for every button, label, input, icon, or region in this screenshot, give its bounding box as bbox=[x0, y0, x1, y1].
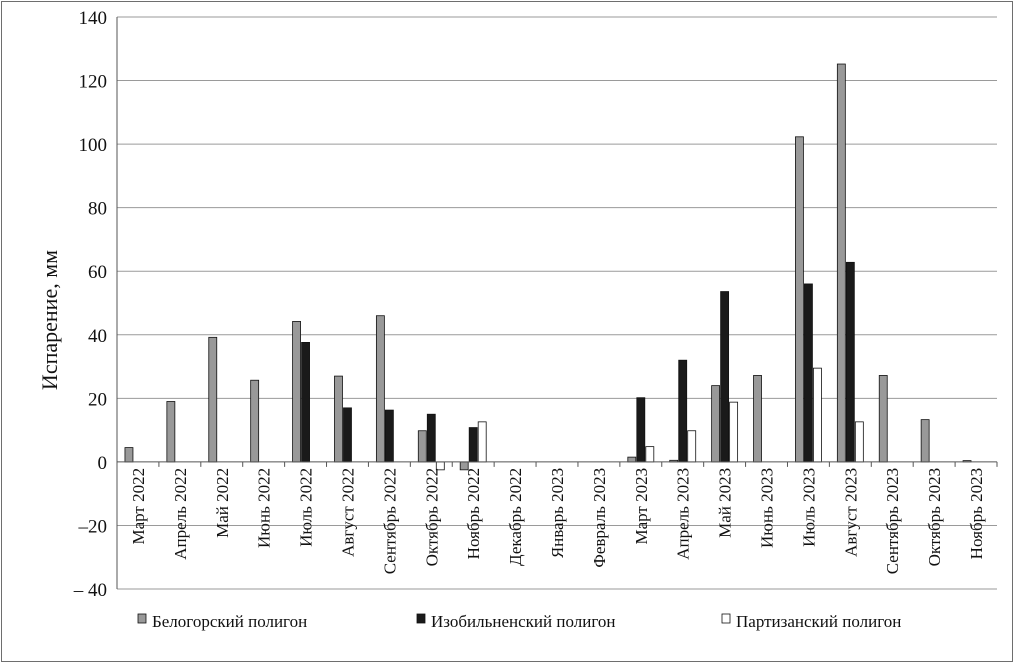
bar bbox=[687, 430, 697, 463]
bar bbox=[854, 421, 864, 463]
x-category-label: Октябрь 2022 bbox=[422, 468, 441, 567]
bar bbox=[375, 315, 385, 463]
y-tick-label: 140 bbox=[79, 8, 108, 29]
legend-swatch bbox=[137, 613, 147, 624]
bar bbox=[384, 409, 394, 463]
x-category-label: Ноябрь 2022 bbox=[464, 468, 483, 559]
bar bbox=[636, 397, 646, 463]
y-axis-label: Испарение, мм bbox=[37, 250, 62, 390]
y-tick-label: 40 bbox=[88, 326, 107, 347]
bar bbox=[250, 379, 260, 463]
bar bbox=[920, 419, 930, 463]
legend-label: Партизанский полигон bbox=[736, 612, 901, 631]
x-category-label: Ноябрь 2023 bbox=[967, 468, 986, 559]
x-category-label: Апрель 2023 bbox=[674, 468, 693, 560]
bar bbox=[836, 63, 846, 463]
x-category-label: Декабрь 2022 bbox=[506, 468, 525, 566]
x-category-label: Январь 2023 bbox=[548, 468, 567, 558]
y-tick-label: 60 bbox=[88, 262, 107, 283]
x-category-label: Сентябрь 2023 bbox=[883, 468, 902, 574]
x-category-label: Июль 2022 bbox=[297, 468, 316, 547]
x-category-label: Октябрь 2023 bbox=[925, 468, 944, 567]
y-tick-label: 100 bbox=[79, 135, 108, 156]
y-tick-label: 120 bbox=[79, 72, 108, 93]
legend-label: Изобильненский полигон bbox=[431, 612, 615, 631]
x-category-label: Июнь 2022 bbox=[255, 468, 274, 548]
legend-swatch bbox=[416, 613, 426, 624]
bar bbox=[795, 136, 804, 463]
y-tick-label: 80 bbox=[88, 199, 107, 220]
bar bbox=[627, 456, 637, 463]
bar bbox=[292, 321, 301, 463]
bar bbox=[720, 291, 730, 463]
x-category-label: Февраль 2023 bbox=[590, 468, 609, 568]
bar bbox=[468, 427, 478, 463]
bar bbox=[166, 401, 176, 463]
y-axis-ticks: 140 120 100 80 60 40 20 0 –20 – 40 bbox=[73, 8, 107, 601]
bar bbox=[334, 375, 343, 463]
bars bbox=[124, 63, 972, 471]
bar bbox=[678, 359, 688, 463]
bar bbox=[477, 421, 487, 463]
bar bbox=[753, 375, 762, 463]
y-tick-label: –20 bbox=[78, 516, 108, 537]
x-category-label: Июнь 2023 bbox=[758, 468, 777, 548]
bar bbox=[878, 375, 888, 463]
legend: Белогорский полигон Изобильненский полиго… bbox=[137, 612, 901, 631]
legend-label: Белогорский полигон bbox=[152, 612, 307, 631]
bar bbox=[729, 401, 739, 463]
bar bbox=[711, 385, 721, 463]
bar bbox=[804, 283, 813, 463]
legend-swatch bbox=[721, 613, 731, 624]
axes bbox=[116, 17, 998, 589]
bar bbox=[645, 446, 655, 463]
x-category-label: Май 2023 bbox=[716, 468, 735, 538]
x-category-label: Август 2023 bbox=[841, 468, 860, 557]
bar bbox=[301, 342, 310, 463]
x-category-label: Март 2023 bbox=[632, 468, 651, 545]
x-category-label: Апрель 2022 bbox=[171, 468, 190, 560]
bar bbox=[813, 367, 822, 463]
x-category-label: Март 2022 bbox=[129, 468, 148, 545]
bar bbox=[124, 447, 134, 463]
bar bbox=[426, 413, 436, 463]
y-tick-label: 20 bbox=[88, 389, 107, 410]
x-category-label: Август 2022 bbox=[338, 468, 357, 557]
x-category-label: Июль 2023 bbox=[799, 468, 818, 547]
bar bbox=[208, 336, 218, 463]
bar bbox=[343, 407, 352, 463]
x-axis-categories: Март 2022 Апрель 2022 Май 2022 Июнь 2022 Июл… bbox=[129, 468, 986, 574]
bar bbox=[417, 430, 427, 463]
bar bbox=[845, 261, 855, 463]
x-category-label: Май 2022 bbox=[213, 468, 232, 538]
x-category-label: Сентябрь 2022 bbox=[380, 468, 399, 574]
y-tick-label: – 40 bbox=[73, 580, 107, 601]
y-tick-label: 0 bbox=[98, 453, 108, 474]
